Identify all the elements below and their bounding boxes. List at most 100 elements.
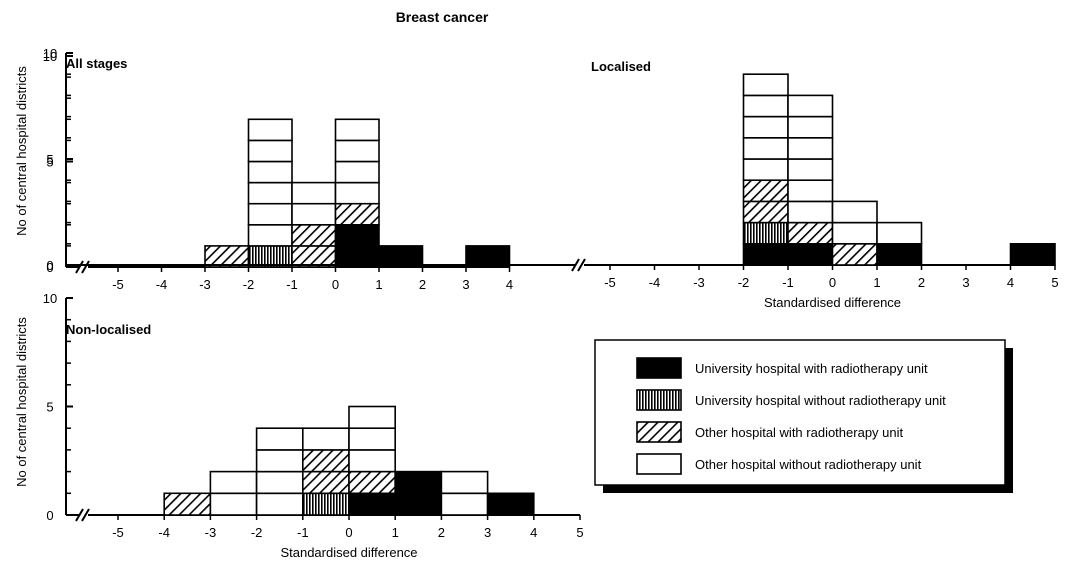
bar-block-other-nort [742, 137, 789, 160]
bar-block-other-nort [787, 158, 834, 182]
bar-block-univ-rt [334, 245, 380, 268]
legend-label: University hospital with radiotherapy un… [695, 361, 928, 376]
x-tick-label: 2 [419, 277, 426, 292]
x-tick-label: 0 [829, 275, 836, 290]
panel-all-stages: All stages 0 5 10 -5 -4 -3 -2 -1 0 1 2 3 4 [43, 49, 513, 292]
bar-block-other-nort [255, 470, 304, 495]
bar-block-other-rt [291, 245, 337, 268]
bar-block-other-nort [209, 470, 258, 495]
bar-block-other-nort [440, 492, 489, 516]
y-tick-label: 5 [46, 155, 53, 170]
bar-block-other-nort [247, 139, 293, 163]
x-tick-label: -3 [199, 277, 211, 292]
bar-block-other-nort [348, 405, 397, 430]
legend-label: Other hospital with radiotherapy unit [695, 425, 904, 440]
y-tick-label: 10 [43, 46, 57, 61]
x-tick-label: 1 [873, 275, 880, 290]
x-tick-label: 2 [438, 525, 445, 540]
x-axis-label: Standardised difference [280, 545, 417, 560]
bar-block-other-nort [255, 492, 304, 516]
x-tick-label: -5 [604, 275, 616, 290]
y-tick-label: 10 [43, 49, 57, 64]
y-tick-label: 5 [46, 152, 53, 167]
bar-block-univ-nort [247, 245, 293, 268]
axis-break-mark [75, 260, 84, 274]
bar-block-other-rt [742, 179, 789, 203]
y-axis-label-top: No of central hospital districts [14, 66, 29, 236]
bar-block-other-rt [291, 224, 337, 247]
x-tick-label: -4 [158, 525, 170, 540]
bar-block-other-rt [348, 470, 397, 495]
bar-block-other-nort [247, 224, 293, 247]
bar-block-other-nort [334, 118, 380, 142]
x-tick-label: -2 [243, 277, 255, 292]
bar-block-univ-rt [486, 492, 535, 516]
bar-block-other-nort [247, 202, 293, 226]
axis-break-mark [75, 508, 84, 522]
bar-block-univ-rt [394, 470, 443, 495]
legend-label: University hospital without radiotherapy… [695, 393, 946, 408]
legend: University hospital with radiotherapy un… [594, 339, 1013, 493]
bar-block-other-nort [291, 202, 337, 226]
x-tick-label: -2 [738, 275, 750, 290]
bar-block-other-nort [787, 137, 834, 160]
x-tick-label: 0 [332, 277, 339, 292]
x-tick-label: 3 [462, 277, 469, 292]
x-tick-label: 5 [1051, 275, 1058, 290]
y-tick-label: 0 [46, 258, 53, 273]
bar-block-other-nort [787, 179, 834, 203]
legend-swatch-other-nort [636, 453, 682, 475]
chart-title: Breast cancer [396, 9, 489, 25]
bar-block-other-nort [831, 221, 878, 245]
bar-block-other-nort [247, 118, 293, 142]
axis-break-mark [81, 260, 90, 274]
x-tick-label: -1 [782, 275, 794, 290]
bar-block-other-nort [247, 181, 293, 205]
legend-swatch-univ-rt [636, 357, 682, 379]
bar-block-other-rt [204, 245, 250, 268]
bar-block-other-nort [334, 181, 380, 205]
panel-non-localised: Non-localised 0 5 10 -5 -4 -3 -2 -1 0 1 2 3 4 5 Standar… [43, 291, 584, 560]
bar-block-other-nort [348, 449, 397, 473]
bar-block-other-nort [742, 158, 789, 182]
x-tick-label: 4 [1007, 275, 1014, 290]
y-tick-label: 0 [46, 508, 53, 523]
x-tick-label: -4 [156, 277, 168, 292]
bar-block-univ-rt [876, 243, 923, 266]
x-tick-label: 0 [345, 525, 352, 540]
y-tick-label: 10 [43, 291, 57, 306]
x-tick-label: -3 [693, 275, 705, 290]
bar-block-other-nort [787, 115, 834, 139]
bar-block-other-nort [876, 221, 923, 245]
bar-block-univ-rt [394, 492, 443, 516]
x-tick-label: 1 [375, 277, 382, 292]
bar-block-other-nort [440, 470, 489, 495]
x-tick-label: 3 [962, 275, 969, 290]
x-axis-label: Standardised difference [764, 295, 901, 310]
bar-block-other-rt [831, 243, 878, 266]
bar-block-univ-nort [301, 492, 350, 516]
bar-block-univ-rt [787, 243, 834, 266]
axis-break-mark [577, 258, 586, 272]
x-tick-label: 5 [576, 525, 583, 540]
legend-label: Other hospital without radiotherapy unit [695, 457, 922, 472]
y-axis-label-bottom: No of central hospital districts [14, 317, 29, 487]
bar-block-univ-rt [378, 245, 424, 268]
bar-block-other-nort [291, 181, 337, 205]
bar-block-other-nort [742, 115, 789, 139]
x-tick-label: 3 [484, 525, 491, 540]
legend-swatch-other-rt [636, 421, 682, 443]
axis-break-mark [571, 258, 580, 272]
bar-block-other-nort [334, 160, 380, 184]
bar-block-other-nort [247, 160, 293, 184]
bar-block-univ-rt [1009, 243, 1056, 266]
x-tick-label: 4 [530, 525, 537, 540]
bar-block-univ-rt [465, 245, 511, 268]
bar-block-other-nort [255, 449, 304, 473]
bar-block-other-nort [301, 427, 350, 451]
x-tick-label: -5 [112, 525, 124, 540]
panel-label: All stages [66, 56, 127, 71]
x-tick-label: -5 [112, 277, 124, 292]
